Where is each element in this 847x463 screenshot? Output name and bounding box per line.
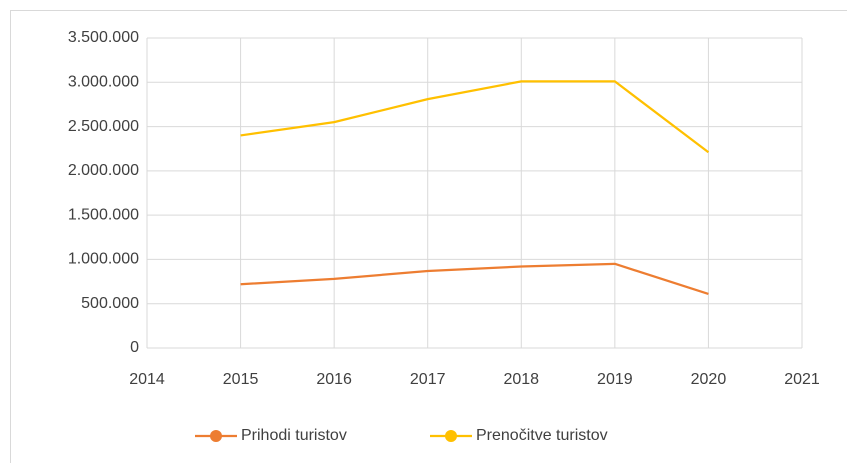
y-tick-label: 2.500.000 xyxy=(68,118,139,135)
y-tick-label: 0 xyxy=(130,339,139,356)
y-tick-label: 2.000.000 xyxy=(68,162,139,179)
y-tick-label: 1.000.000 xyxy=(68,251,139,268)
x-tick-label: 2017 xyxy=(410,371,446,388)
chart-border xyxy=(10,10,847,463)
y-tick-label: 500.000 xyxy=(81,295,139,312)
x-tick-label: 2015 xyxy=(223,371,259,388)
x-tick-label: 2020 xyxy=(691,371,727,388)
x-tick-label: 2019 xyxy=(597,371,633,388)
y-tick-label: 1.500.000 xyxy=(68,206,139,223)
x-tick-label: 2021 xyxy=(784,371,820,388)
legend-marker xyxy=(445,430,457,442)
legend-label: Prihodi turistov xyxy=(241,427,347,444)
y-tick-label: 3.000.000 xyxy=(68,74,139,91)
x-tick-label: 2018 xyxy=(503,371,539,388)
legend-marker xyxy=(210,430,222,442)
series-line xyxy=(240,262,709,296)
x-tick-label: 2014 xyxy=(129,371,165,388)
series-line xyxy=(240,80,710,154)
x-tick-label: 2016 xyxy=(316,371,352,388)
legend-label: Prenočitve turistov xyxy=(476,427,608,444)
y-tick-label: 3.500.000 xyxy=(68,29,139,46)
